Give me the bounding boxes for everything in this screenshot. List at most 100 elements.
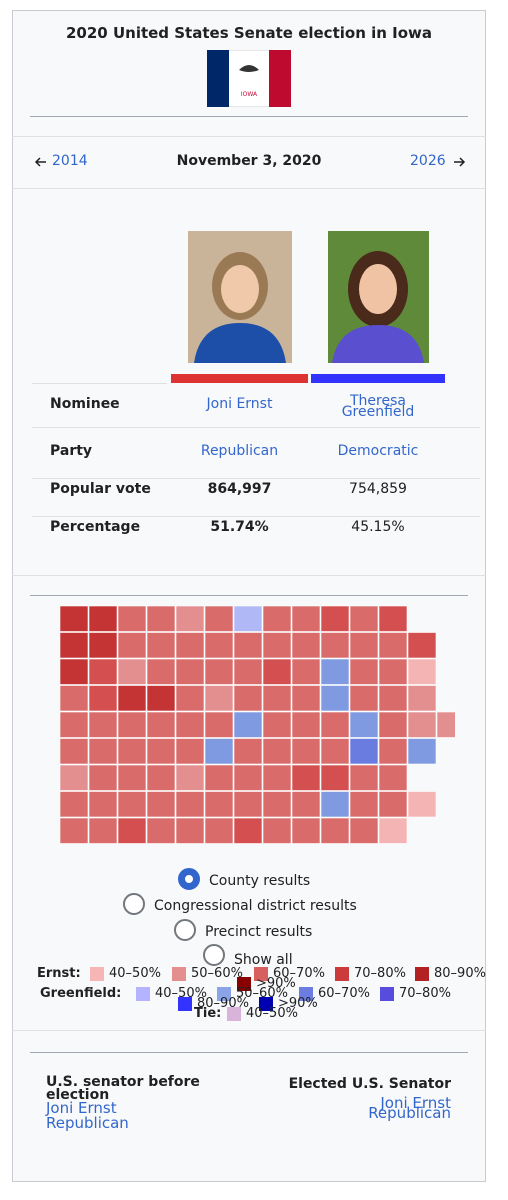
county	[349, 605, 379, 632]
county	[320, 632, 350, 659]
county	[175, 711, 205, 738]
cell[interactable]: Republican	[200, 443, 279, 459]
county	[175, 817, 205, 844]
row-label: Popular vote	[50, 481, 151, 497]
county	[407, 658, 437, 685]
county	[407, 791, 437, 818]
county	[378, 632, 408, 659]
legend-group: Ernst:	[37, 966, 81, 981]
cell: 45.15%	[351, 519, 405, 535]
county	[233, 605, 263, 632]
county	[175, 685, 205, 712]
radio-button[interactable]	[178, 868, 200, 890]
next-link[interactable]: 2026	[410, 153, 446, 169]
county	[175, 632, 205, 659]
county	[262, 658, 292, 685]
legend-label: 50–60%	[236, 986, 288, 1001]
county	[204, 632, 234, 659]
county	[59, 658, 89, 685]
county	[117, 632, 147, 659]
row-label: Percentage	[50, 519, 141, 535]
legend-swatch	[172, 967, 186, 981]
county	[233, 791, 263, 818]
county	[378, 685, 408, 712]
cell: 864,997	[207, 481, 272, 497]
row-divider	[32, 478, 480, 479]
county	[320, 711, 350, 738]
county	[117, 685, 147, 712]
county	[204, 738, 234, 765]
county	[204, 791, 234, 818]
before-name[interactable]: Joni Ernst	[46, 1099, 117, 1117]
county	[117, 711, 147, 738]
arrow-left	[34, 157, 46, 167]
radio-button[interactable]	[123, 893, 145, 915]
divider	[12, 1030, 486, 1031]
legend-label: 50–60%	[191, 966, 243, 981]
county	[117, 658, 147, 685]
row-label: Nominee	[50, 396, 120, 412]
county	[349, 685, 379, 712]
county	[175, 738, 205, 765]
legend-swatch	[380, 987, 394, 1001]
county	[291, 685, 321, 712]
before-party[interactable]: Republican	[46, 1114, 129, 1132]
county	[349, 764, 379, 791]
county	[88, 791, 118, 818]
county	[59, 764, 89, 791]
radio-button[interactable]	[203, 944, 225, 966]
election-date: November 3, 2020	[176, 153, 322, 169]
county	[146, 817, 176, 844]
county	[349, 632, 379, 659]
after-party[interactable]: Republican	[368, 1104, 451, 1122]
legend-label: 40–50%	[155, 986, 207, 1001]
county	[233, 738, 263, 765]
county	[349, 791, 379, 818]
option-label[interactable]: County results	[209, 873, 311, 889]
county	[204, 658, 234, 685]
county	[378, 605, 408, 632]
county	[378, 738, 408, 765]
option-label[interactable]: Congressional district results	[154, 898, 357, 914]
county	[146, 738, 176, 765]
row-divider	[32, 516, 480, 517]
county	[233, 817, 263, 844]
legend-label: 60–70%	[273, 966, 325, 981]
legend-group: Greenfield:	[40, 986, 122, 1001]
county	[291, 817, 321, 844]
radio-button[interactable]	[174, 919, 196, 941]
option-label[interactable]: Show all	[234, 952, 293, 968]
cell[interactable]: Joni Ernst	[206, 396, 273, 412]
legend-swatch	[237, 977, 251, 991]
county	[349, 658, 379, 685]
flag: IOWA	[207, 50, 291, 107]
legend-label: >90%	[278, 996, 318, 1011]
legend-label: 80–90%	[434, 966, 486, 981]
cell[interactable]: Theresa Greenfield	[341, 393, 415, 420]
legend-label: 40–50%	[246, 1006, 298, 1021]
after-name[interactable]: Joni Ernst	[380, 1094, 451, 1112]
county	[117, 791, 147, 818]
county	[378, 764, 408, 791]
cell[interactable]: Democratic	[337, 443, 419, 459]
option-label[interactable]: Precinct results	[205, 924, 313, 940]
county	[436, 711, 455, 738]
county	[262, 685, 292, 712]
county	[378, 658, 408, 685]
before-heading: U.S. senator before election	[46, 1074, 200, 1103]
legend-swatch	[259, 997, 273, 1011]
candidate-bar	[311, 374, 445, 383]
legend-label: >90%	[256, 976, 296, 991]
county	[233, 711, 263, 738]
county	[320, 738, 350, 765]
county	[88, 632, 118, 659]
county	[146, 658, 176, 685]
county	[59, 738, 89, 765]
title: 2020 United States Senate election in Io…	[65, 24, 432, 42]
county	[349, 711, 379, 738]
prev-link[interactable]: 2014	[52, 153, 88, 169]
county	[262, 711, 292, 738]
county	[349, 738, 379, 765]
county	[88, 711, 118, 738]
candidate-bar	[171, 374, 308, 383]
